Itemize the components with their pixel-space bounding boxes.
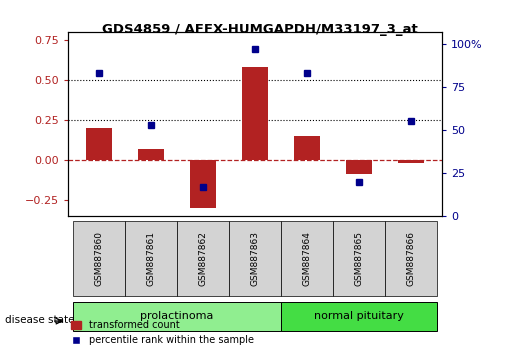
Text: GSM887861: GSM887861: [146, 231, 155, 286]
Text: GSM887865: GSM887865: [354, 231, 363, 286]
FancyBboxPatch shape: [125, 221, 177, 296]
Bar: [190, 160, 216, 208]
Bar: [242, 67, 268, 160]
FancyBboxPatch shape: [177, 221, 229, 296]
Bar: [398, 160, 424, 163]
FancyBboxPatch shape: [73, 221, 125, 296]
Text: GSM887860: GSM887860: [94, 231, 103, 286]
Text: normal pituitary: normal pituitary: [314, 311, 404, 321]
FancyBboxPatch shape: [229, 221, 281, 296]
Text: prolactinoma: prolactinoma: [140, 311, 214, 321]
Text: GSM887866: GSM887866: [406, 231, 415, 286]
Bar: [294, 136, 320, 160]
FancyBboxPatch shape: [281, 221, 333, 296]
Bar: [138, 149, 164, 160]
Text: disease state: disease state: [5, 315, 75, 325]
Text: GSM887864: GSM887864: [302, 231, 311, 286]
Bar: [346, 160, 372, 174]
Bar: [86, 128, 112, 160]
FancyBboxPatch shape: [73, 302, 281, 331]
Text: GSM887863: GSM887863: [250, 231, 259, 286]
FancyBboxPatch shape: [281, 302, 437, 331]
Legend: transformed count, percentile rank within the sample: transformed count, percentile rank withi…: [67, 316, 257, 349]
Text: GDS4859 / AFFX-HUMGAPDH/M33197_3_at: GDS4859 / AFFX-HUMGAPDH/M33197_3_at: [102, 23, 418, 36]
Text: GSM887862: GSM887862: [198, 231, 207, 286]
FancyBboxPatch shape: [385, 221, 437, 296]
FancyBboxPatch shape: [333, 221, 385, 296]
